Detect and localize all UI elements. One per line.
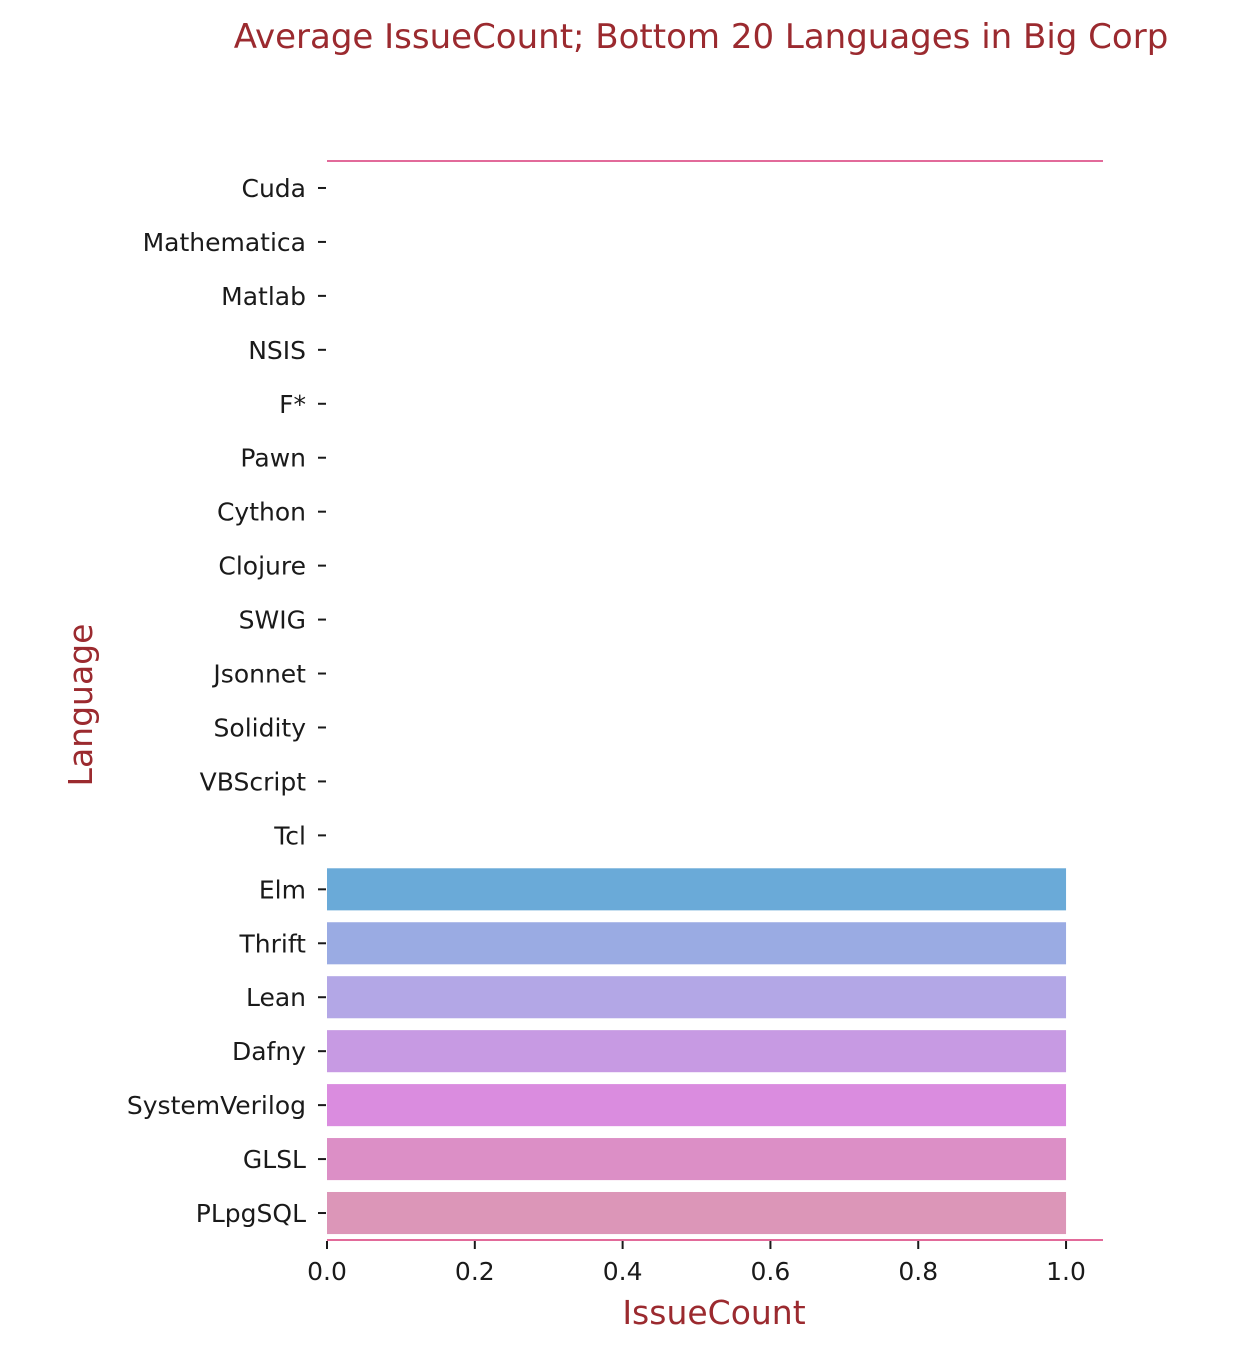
y-tick-label: Cython bbox=[217, 498, 306, 527]
chart-title: Average IssueCount; Bottom 20 Languages … bbox=[234, 17, 1169, 57]
y-axis-label: Language bbox=[61, 624, 100, 787]
y-tick-label: NSIS bbox=[248, 336, 306, 365]
x-tick-label: 1.0 bbox=[1046, 1257, 1086, 1286]
bar-dafny bbox=[327, 1030, 1067, 1073]
y-tick-label: Dafny bbox=[232, 1037, 306, 1066]
bar-thrift bbox=[327, 922, 1067, 965]
bars-group bbox=[327, 868, 1067, 1235]
y-tick-label: Elm bbox=[259, 875, 306, 904]
y-tick-label: Clojure bbox=[218, 552, 306, 581]
y-tick-label: SWIG bbox=[239, 606, 306, 635]
y-tick-label: F* bbox=[279, 390, 306, 419]
y-tick-label: Lean bbox=[246, 983, 306, 1012]
x-tick-label: 0.6 bbox=[751, 1257, 791, 1286]
y-tick-label: Mathematica bbox=[143, 228, 306, 257]
bar-systemverilog bbox=[327, 1084, 1067, 1127]
y-tick-label: Jsonnet bbox=[211, 660, 306, 689]
bar-plpgsql bbox=[327, 1191, 1067, 1235]
x-tick-label: 0.8 bbox=[898, 1257, 938, 1286]
x-tick-label: 0.2 bbox=[455, 1257, 495, 1286]
y-tick-label: Solidity bbox=[214, 713, 307, 742]
y-tick-label: PLpgSQL bbox=[196, 1199, 306, 1228]
y-tick-label: Thrift bbox=[238, 929, 306, 958]
x-tick-label: 0.0 bbox=[307, 1257, 347, 1286]
y-axis-ticks: Cuda Mathematica Matlab NSIS F* Pawn Cython Clo… bbox=[127, 174, 326, 1228]
y-tick-label: Matlab bbox=[221, 282, 306, 311]
y-tick-label: Pawn bbox=[240, 444, 306, 473]
x-tick-label: 0.4 bbox=[603, 1257, 643, 1286]
y-tick-label: Tcl bbox=[273, 821, 306, 850]
bar-lean bbox=[327, 976, 1067, 1019]
y-tick-label: Cuda bbox=[242, 174, 307, 203]
y-tick-label: VBScript bbox=[200, 767, 307, 796]
y-tick-label: GLSL bbox=[243, 1145, 306, 1174]
y-tick-label: SystemVerilog bbox=[127, 1091, 306, 1120]
x-axis-ticks: 0.0 0.2 0.4 0.6 0.8 1.0 bbox=[307, 1241, 1086, 1286]
bar-elm bbox=[327, 868, 1067, 911]
x-axis-label: IssueCount bbox=[622, 1293, 805, 1332]
bar-glsl bbox=[327, 1138, 1067, 1181]
